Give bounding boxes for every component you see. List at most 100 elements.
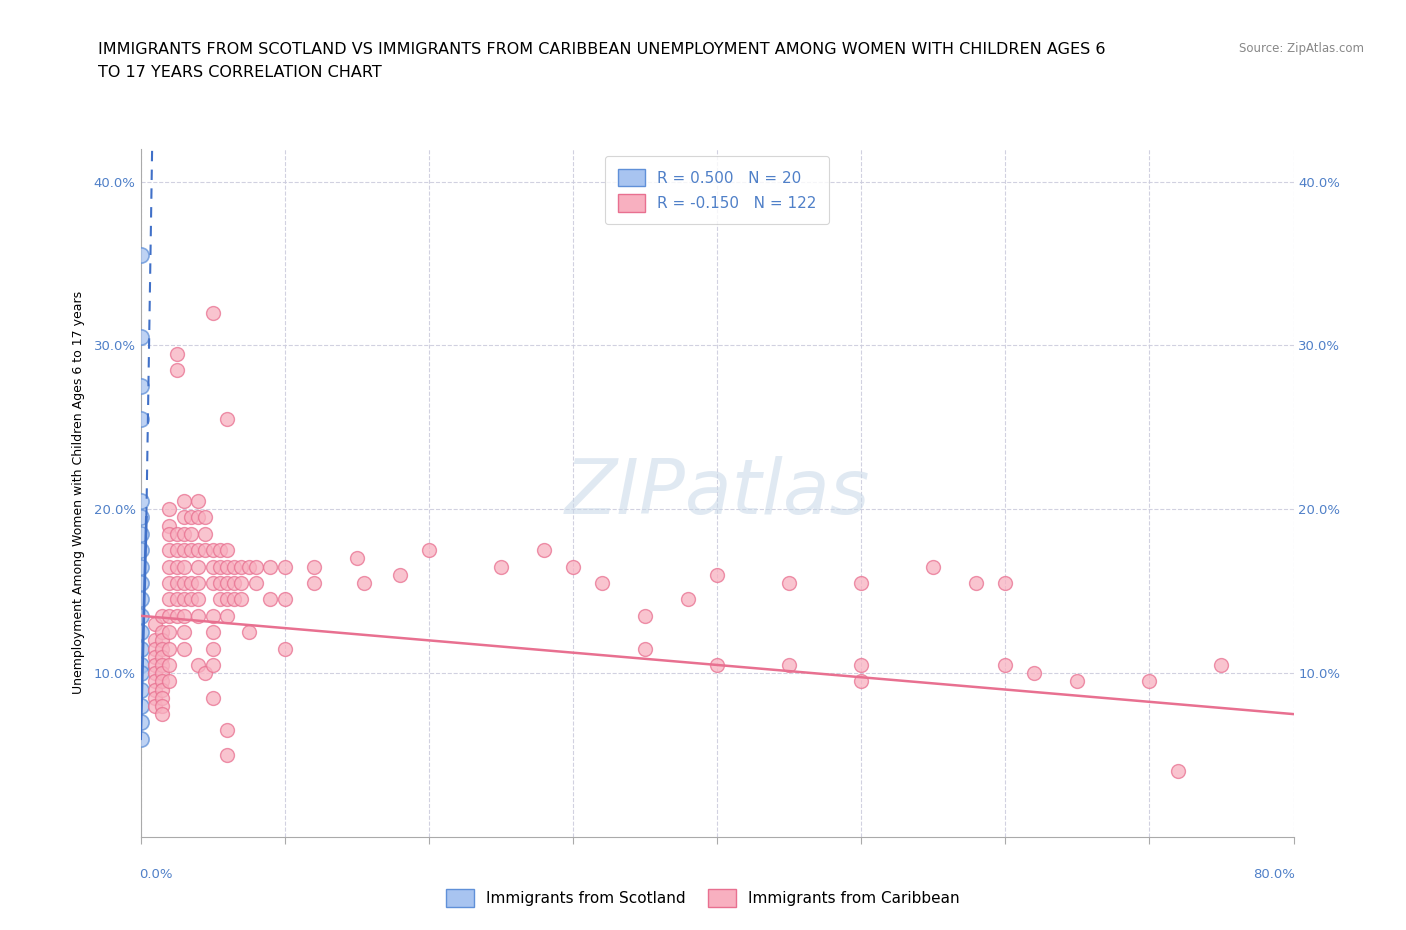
Point xyxy=(994,658,1017,672)
Y-axis label: Unemployment Among Women with Children Ages 6 to 17 years: Unemployment Among Women with Children A… xyxy=(72,291,86,695)
Point xyxy=(150,649,173,664)
Point xyxy=(129,330,152,345)
Text: ZIPatlas: ZIPatlas xyxy=(564,456,870,530)
Point xyxy=(217,412,239,427)
Point xyxy=(159,559,180,574)
Point xyxy=(634,641,657,656)
Point xyxy=(180,510,202,525)
Point xyxy=(143,666,166,681)
Point xyxy=(129,510,152,525)
Point xyxy=(201,625,224,640)
Point xyxy=(201,658,224,672)
Point xyxy=(388,567,411,582)
Legend: R = 0.500   N = 20, R = -0.150   N = 122: R = 0.500 N = 20, R = -0.150 N = 122 xyxy=(606,156,828,224)
Point xyxy=(143,641,166,656)
Point xyxy=(187,543,209,558)
Point xyxy=(1066,674,1088,689)
Point xyxy=(150,682,173,697)
Point xyxy=(159,625,180,640)
Point xyxy=(150,625,173,640)
Point xyxy=(129,608,152,623)
Point xyxy=(201,576,224,591)
Point xyxy=(166,346,188,361)
Point xyxy=(201,559,224,574)
Point xyxy=(194,666,217,681)
Point xyxy=(238,559,260,574)
Point xyxy=(706,567,728,582)
Point xyxy=(201,690,224,705)
Point xyxy=(129,682,152,697)
Point xyxy=(150,658,173,672)
Point xyxy=(302,576,325,591)
Point xyxy=(129,658,152,672)
Point xyxy=(194,543,217,558)
Point xyxy=(217,723,239,737)
Point xyxy=(245,559,267,574)
Point xyxy=(180,543,202,558)
Point xyxy=(150,690,173,705)
Point xyxy=(173,641,195,656)
Point xyxy=(346,551,368,565)
Point xyxy=(129,715,152,730)
Point xyxy=(562,559,585,574)
Point xyxy=(187,658,209,672)
Point xyxy=(173,592,195,607)
Point xyxy=(150,641,173,656)
Point xyxy=(217,559,239,574)
Point xyxy=(129,666,152,681)
Point xyxy=(922,559,945,574)
Point xyxy=(143,690,166,705)
Point xyxy=(231,559,253,574)
Point xyxy=(129,698,152,713)
Point xyxy=(150,674,173,689)
Point xyxy=(201,543,224,558)
Point xyxy=(245,576,267,591)
Point xyxy=(208,543,231,558)
Point xyxy=(129,731,152,746)
Point xyxy=(159,502,180,517)
Point xyxy=(180,576,202,591)
Point xyxy=(173,543,195,558)
Point xyxy=(150,666,173,681)
Point xyxy=(159,641,180,656)
Point xyxy=(166,576,188,591)
Text: IMMIGRANTS FROM SCOTLAND VS IMMIGRANTS FROM CARIBBEAN UNEMPLOYMENT AMONG WOMEN W: IMMIGRANTS FROM SCOTLAND VS IMMIGRANTS F… xyxy=(98,42,1107,57)
Point xyxy=(274,641,297,656)
Point xyxy=(201,641,224,656)
Point xyxy=(180,526,202,541)
Point xyxy=(143,682,166,697)
Point xyxy=(208,576,231,591)
Point xyxy=(143,698,166,713)
Point xyxy=(208,559,231,574)
Point xyxy=(143,649,166,664)
Point xyxy=(217,543,239,558)
Point xyxy=(159,526,180,541)
Point xyxy=(1024,666,1046,681)
Point xyxy=(274,592,297,607)
Point xyxy=(201,608,224,623)
Text: 80.0%: 80.0% xyxy=(1253,868,1295,881)
Point xyxy=(187,576,209,591)
Legend: Immigrants from Scotland, Immigrants from Caribbean: Immigrants from Scotland, Immigrants fro… xyxy=(440,884,966,913)
Point xyxy=(166,592,188,607)
Point xyxy=(231,592,253,607)
Point xyxy=(143,617,166,631)
Point xyxy=(208,592,231,607)
Point xyxy=(194,526,217,541)
Point xyxy=(173,608,195,623)
Point xyxy=(194,510,217,525)
Point xyxy=(201,305,224,320)
Point xyxy=(150,633,173,648)
Point xyxy=(129,559,152,574)
Point xyxy=(238,625,260,640)
Point xyxy=(159,518,180,533)
Point xyxy=(173,625,195,640)
Point xyxy=(224,592,246,607)
Point xyxy=(217,592,239,607)
Point xyxy=(166,608,188,623)
Point xyxy=(217,748,239,763)
Point xyxy=(150,698,173,713)
Point xyxy=(159,674,180,689)
Point xyxy=(129,576,152,591)
Point xyxy=(849,674,872,689)
